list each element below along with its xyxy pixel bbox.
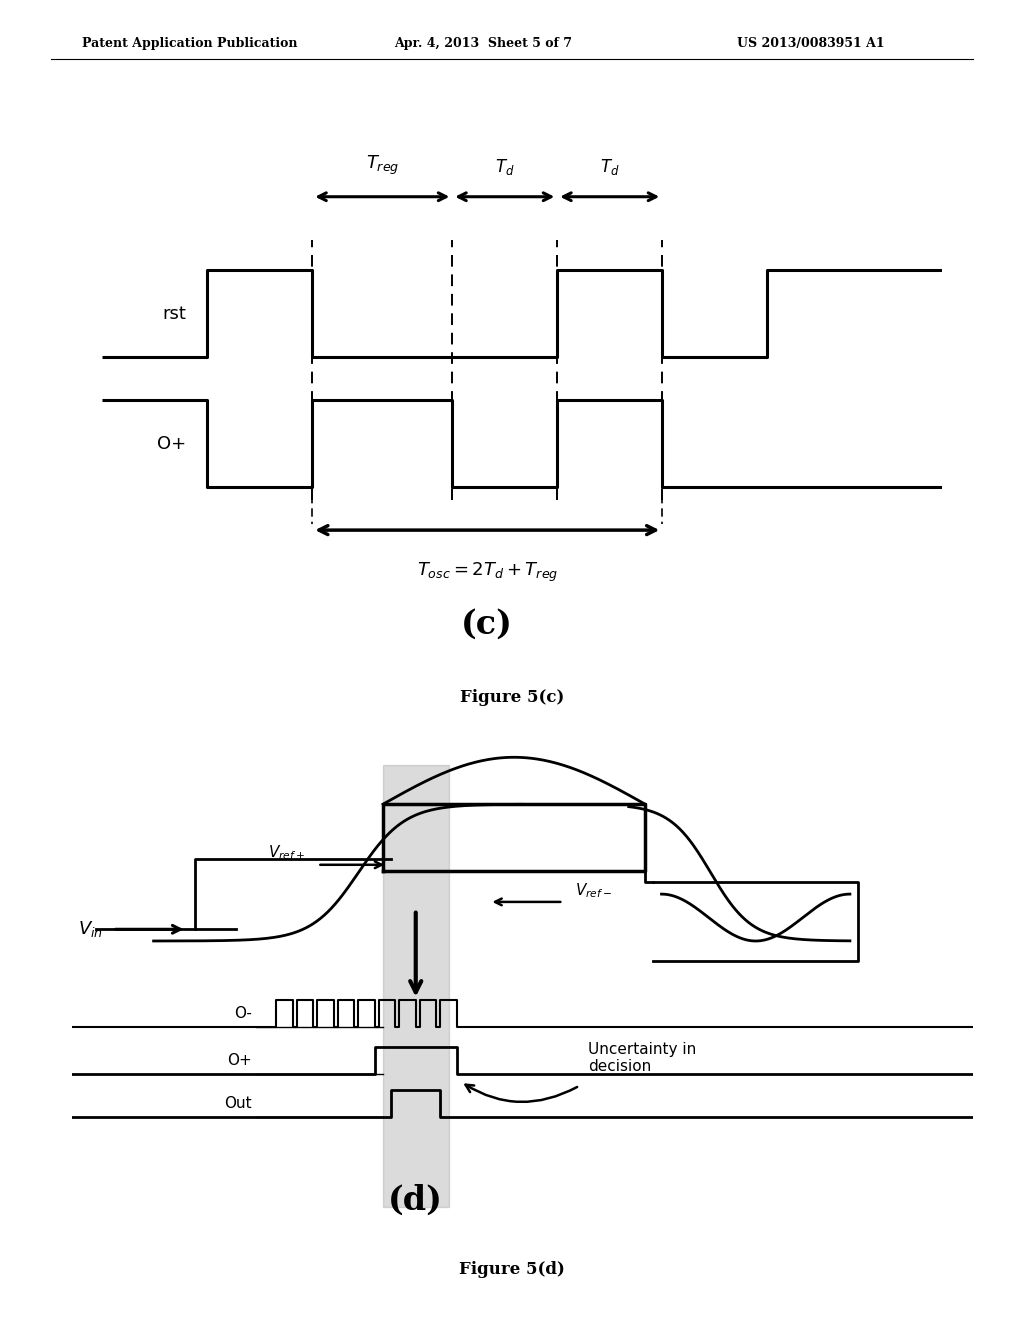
Text: $T_d$: $T_d$ xyxy=(600,157,620,177)
Text: Apr. 4, 2013  Sheet 5 of 7: Apr. 4, 2013 Sheet 5 of 7 xyxy=(394,37,572,50)
Text: O+: O+ xyxy=(227,1053,252,1068)
Text: O+: O+ xyxy=(158,434,186,453)
Text: (d): (d) xyxy=(388,1183,443,1217)
Text: $T_{reg}$: $T_{reg}$ xyxy=(366,154,399,177)
Text: $T_{osc}=2T_d+T_{reg}$: $T_{osc}=2T_d+T_{reg}$ xyxy=(417,561,558,583)
Text: Patent Application Publication: Patent Application Publication xyxy=(82,37,297,50)
Text: (c): (c) xyxy=(462,609,513,642)
Text: US 2013/0083951 A1: US 2013/0083951 A1 xyxy=(737,37,885,50)
Text: $V_{ref+}$: $V_{ref+}$ xyxy=(268,843,305,862)
Text: Figure 5(c): Figure 5(c) xyxy=(460,689,564,706)
Text: O-: O- xyxy=(234,1006,252,1020)
Polygon shape xyxy=(383,766,449,1206)
Text: $V_{ref-}$: $V_{ref-}$ xyxy=(575,882,612,900)
Text: Uncertainty in
decision: Uncertainty in decision xyxy=(588,1041,696,1074)
Text: $T_d$: $T_d$ xyxy=(495,157,514,177)
Text: Figure 5(d): Figure 5(d) xyxy=(459,1261,565,1278)
Text: Out: Out xyxy=(224,1096,252,1110)
Text: $V_{in}$: $V_{in}$ xyxy=(78,919,102,940)
Text: rst: rst xyxy=(163,305,186,322)
